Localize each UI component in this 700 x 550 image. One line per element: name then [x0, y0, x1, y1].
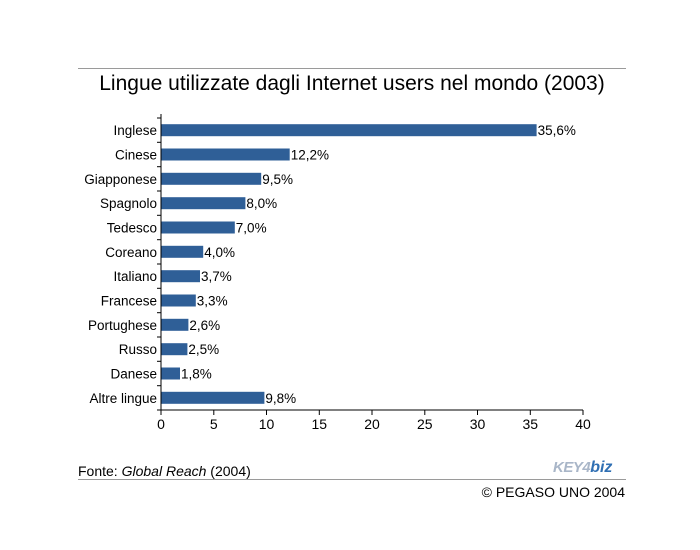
x-tick-label-7: 35	[523, 416, 539, 432]
value-label-3: 8,0%	[246, 196, 277, 211]
x-tick-label-2: 10	[259, 416, 275, 432]
value-label-7: 3,3%	[197, 294, 228, 309]
value-label-11: 9,8%	[265, 391, 296, 406]
category-label-5: Coreano	[105, 245, 157, 260]
category-label-0: Inglese	[113, 123, 157, 138]
source-prefix: Fonte:	[78, 463, 122, 479]
value-label-4: 7,0%	[236, 221, 267, 236]
category-label-8: Portughese	[88, 318, 157, 333]
chart-title: Lingue utilizzate dagli Internet users n…	[99, 72, 605, 95]
copyright-note: © PEGASO UNO 2004	[481, 484, 625, 500]
category-label-9: Russo	[119, 342, 157, 357]
logo-text-key4: KEY4	[553, 459, 591, 476]
x-tick-label-6: 30	[470, 416, 486, 432]
bar-11	[161, 391, 265, 404]
bar-5	[161, 245, 204, 258]
bar-8	[161, 318, 189, 331]
bar-6	[161, 270, 200, 283]
bar-0	[161, 124, 537, 137]
value-label-2: 9,5%	[262, 172, 293, 187]
source-name: Global Reach	[121, 463, 207, 479]
logo-text-biz: biz	[590, 459, 613, 476]
bar-7	[161, 294, 196, 307]
top-rule	[78, 68, 626, 69]
category-label-6: Italiano	[113, 269, 157, 284]
key4biz-logo: KEY4biz	[553, 459, 623, 477]
bottom-rule	[78, 479, 626, 480]
value-label-5: 4,0%	[204, 245, 235, 260]
bar-1	[161, 148, 290, 161]
category-label-3: Spagnolo	[100, 196, 157, 211]
category-label-2: Giapponese	[84, 172, 157, 187]
category-label-4: Tedesco	[107, 221, 157, 236]
value-label-1: 12,2%	[291, 148, 329, 163]
category-label-10: Danese	[110, 367, 157, 382]
x-tick-label-8: 40	[575, 416, 591, 432]
bar-2	[161, 172, 262, 185]
source-suffix: (2004)	[206, 463, 251, 479]
category-label-7: Francese	[101, 294, 157, 309]
x-tick-label-1: 5	[210, 416, 218, 432]
bar-10	[161, 367, 180, 380]
value-label-8: 2,6%	[189, 318, 220, 333]
category-label-11: Altre lingue	[89, 391, 157, 406]
value-label-10: 1,8%	[181, 367, 212, 382]
bar-4	[161, 221, 235, 234]
bar-9	[161, 343, 188, 356]
bar-3	[161, 197, 246, 210]
source-note: Fonte: Global Reach (2004)	[78, 463, 251, 479]
value-label-0: 35,6%	[538, 123, 576, 138]
x-tick-label-0: 0	[157, 416, 165, 432]
value-label-9: 2,5%	[188, 342, 219, 357]
category-label-1: Cinese	[115, 148, 157, 163]
x-tick-label-4: 20	[364, 416, 380, 432]
x-tick-label-3: 15	[312, 416, 328, 432]
x-tick-label-5: 25	[417, 416, 433, 432]
value-label-6: 3,7%	[201, 269, 232, 284]
